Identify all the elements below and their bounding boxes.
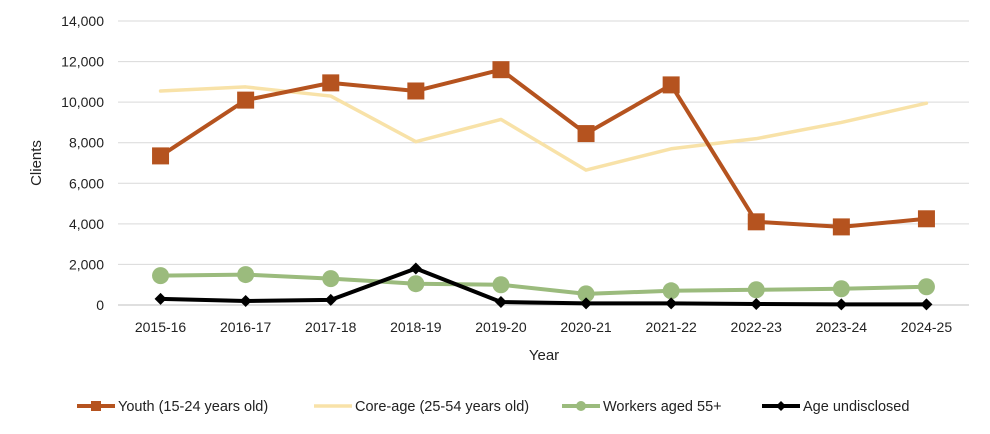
legend-item: Core-age (25-54 years old) (314, 399, 529, 415)
data-point (152, 267, 170, 285)
series-line (158, 266, 929, 307)
y-tick-label: 4,000 (69, 216, 104, 232)
legend-item: Workers aged 55+ (562, 399, 722, 415)
x-tick-label: 2017-18 (305, 319, 357, 335)
legend-label: Youth (15-24 years old) (118, 399, 268, 415)
legend-item: Age undisclosed (762, 399, 909, 415)
data-point (776, 401, 786, 411)
series-lines (152, 61, 935, 311)
y-tick-label: 14,000 (61, 13, 104, 29)
data-point (920, 298, 933, 311)
x-tick-label: 2015-16 (135, 319, 187, 335)
data-point (580, 297, 593, 310)
data-point (152, 147, 170, 165)
series-3 (154, 262, 933, 311)
legend-label: Core-age (25-54 years old) (355, 399, 529, 415)
legend-label: Age undisclosed (803, 399, 909, 415)
data-point (237, 91, 255, 109)
x-tick-label: 2016-17 (220, 319, 272, 335)
series-line (158, 67, 929, 229)
data-point (407, 82, 425, 100)
x-tick-label: 2018-19 (390, 319, 442, 335)
data-point (237, 266, 255, 284)
y-tick-label: 10,000 (61, 94, 104, 110)
x-axis-title: Year (529, 347, 559, 364)
data-point (577, 125, 595, 143)
data-point (750, 297, 763, 310)
y-axis-ticks: 0 2,000 4,000 6,000 8,000 10,000 12,000 14,000 (61, 13, 104, 313)
y-tick-label: 2,000 (69, 256, 104, 272)
legend-label: Workers aged 55+ (603, 399, 722, 415)
data-point (917, 278, 935, 296)
legend: Youth (15-24 years old) Core-age (25-54 y… (77, 399, 909, 415)
data-point (576, 401, 586, 411)
x-tick-label: 2021-22 (645, 319, 697, 335)
series-0 (152, 61, 935, 236)
data-point (832, 218, 850, 236)
data-point (239, 294, 252, 307)
data-point (835, 298, 848, 311)
y-tick-label: 12,000 (61, 54, 104, 70)
x-tick-label: 2023-24 (816, 319, 868, 335)
data-point (577, 285, 595, 303)
data-point (407, 275, 425, 293)
y-axis-title: Clients (28, 140, 45, 186)
data-point (662, 282, 680, 300)
y-tick-label: 0 (96, 297, 104, 313)
x-tick-label: 2024-25 (901, 319, 953, 335)
data-point (665, 297, 678, 310)
data-point (154, 292, 167, 305)
data-point (494, 295, 507, 308)
x-tick-label: 2020-21 (560, 319, 612, 335)
x-axis-ticks: 2015-16 2016-17 2017-18 2018-19 2019-20 2020-… (135, 319, 952, 335)
data-point (322, 270, 340, 288)
x-tick-label: 2022-23 (731, 319, 783, 335)
y-tick-label: 8,000 (69, 135, 104, 151)
data-point (91, 401, 101, 411)
data-point (409, 262, 422, 275)
data-point (492, 276, 510, 294)
y-tick-label: 6,000 (69, 175, 104, 191)
data-point (747, 281, 765, 299)
series-2 (152, 266, 935, 303)
x-tick-label: 2019-20 (475, 319, 527, 335)
data-point (832, 280, 850, 298)
series-line (158, 272, 929, 296)
data-point (747, 213, 765, 231)
data-point (662, 76, 680, 94)
data-point (917, 210, 935, 228)
data-point (492, 61, 510, 79)
legend-item: Youth (15-24 years old) (77, 399, 268, 415)
data-point (324, 293, 337, 306)
gridlines (118, 20, 969, 306)
data-point (322, 74, 340, 92)
